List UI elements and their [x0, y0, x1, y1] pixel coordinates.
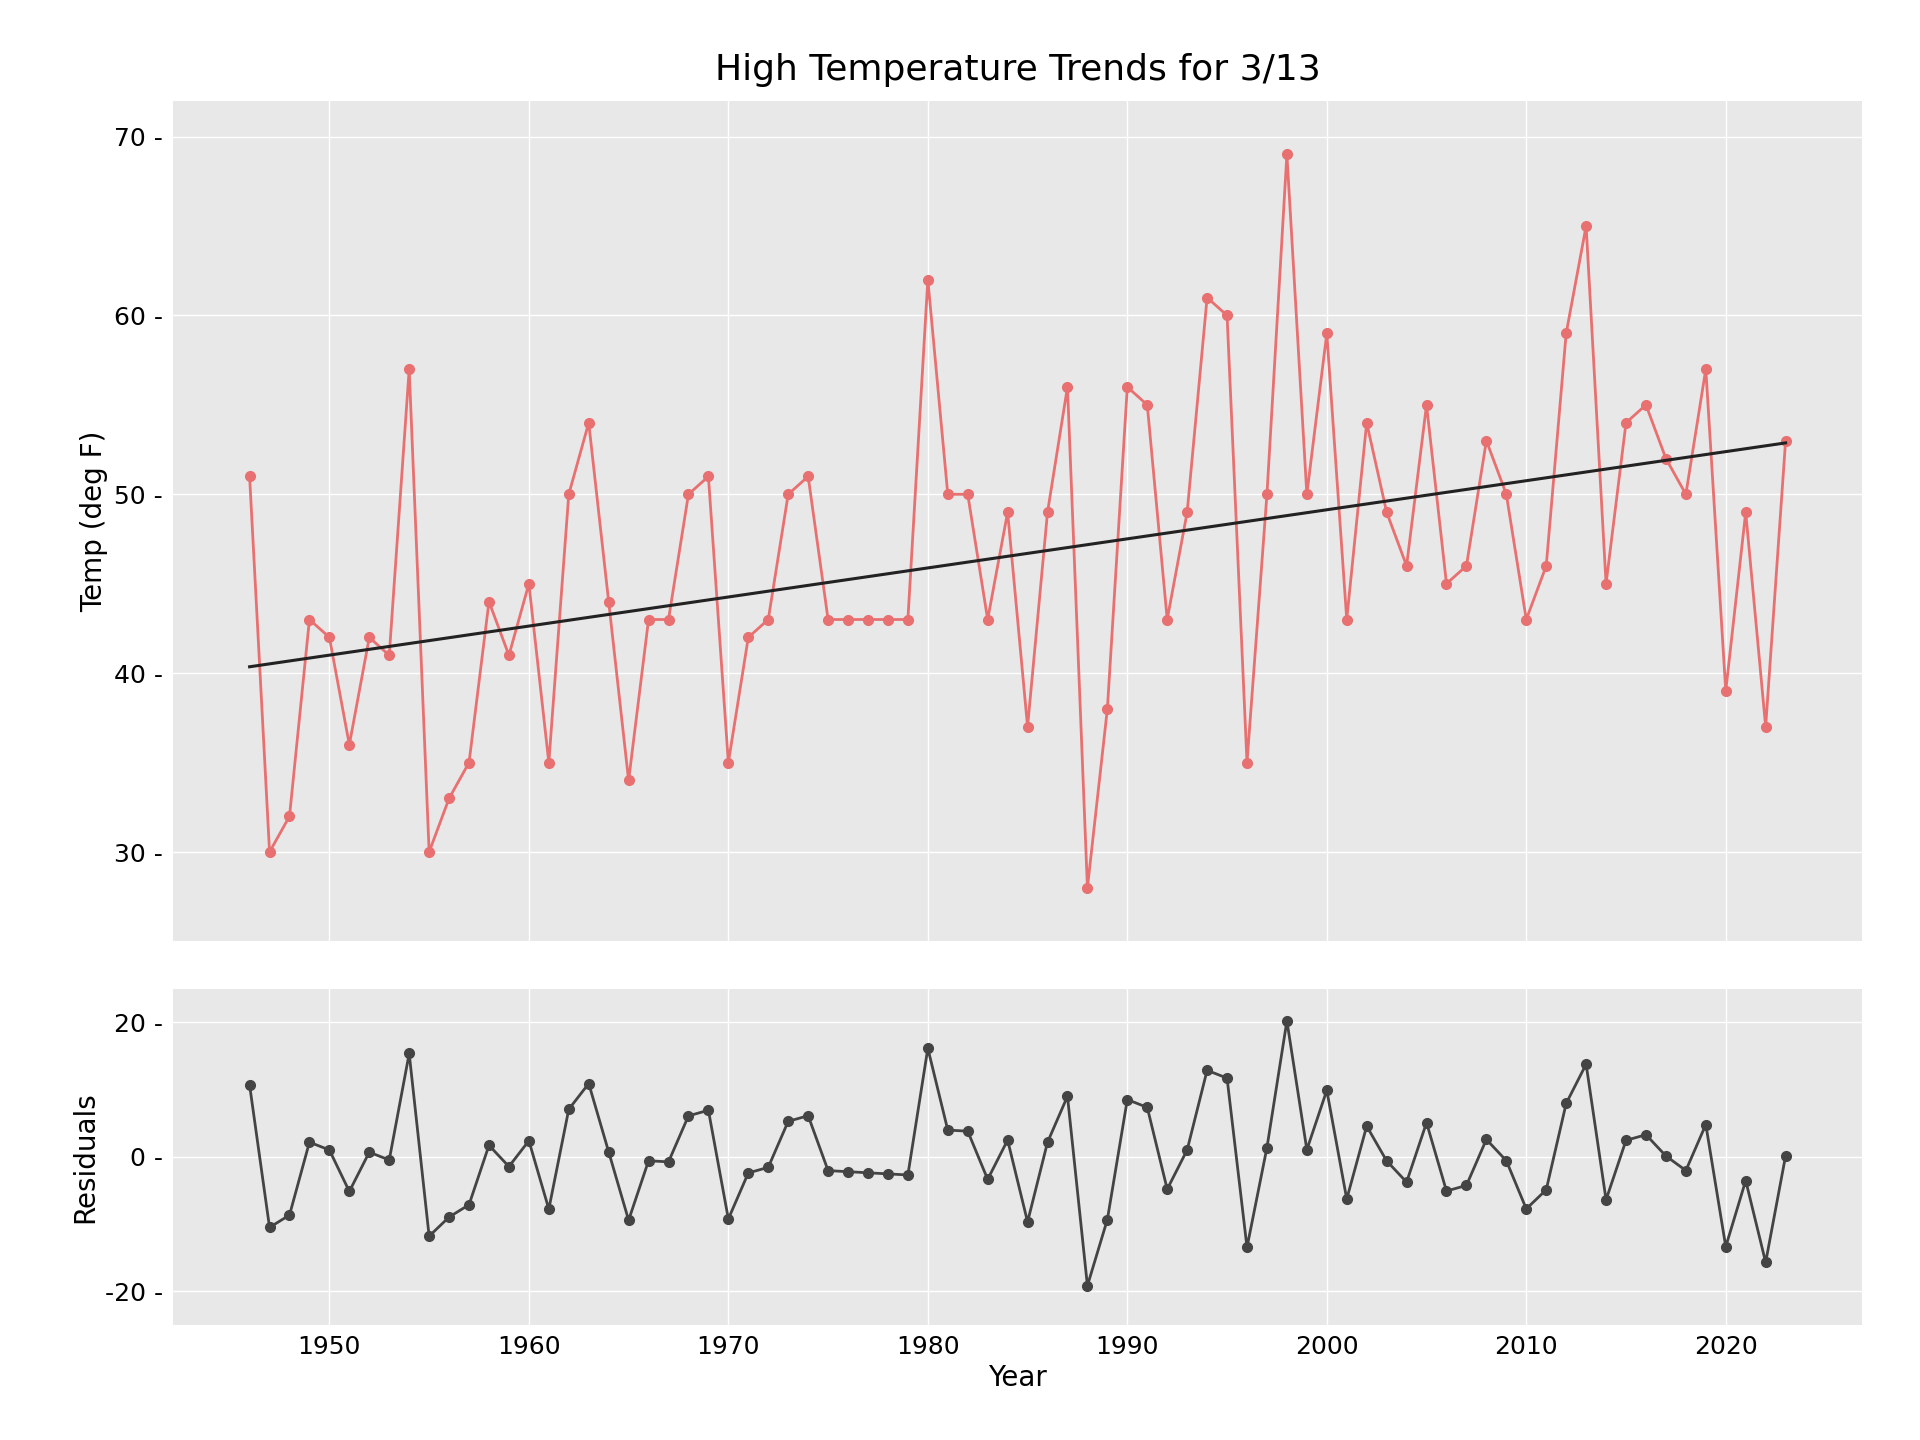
X-axis label: Year: Year — [989, 1364, 1046, 1392]
Y-axis label: Temp (deg F): Temp (deg F) — [81, 431, 109, 612]
Title: High Temperature Trends for 3/13: High Temperature Trends for 3/13 — [714, 53, 1321, 86]
Y-axis label: Residuals: Residuals — [71, 1090, 100, 1223]
